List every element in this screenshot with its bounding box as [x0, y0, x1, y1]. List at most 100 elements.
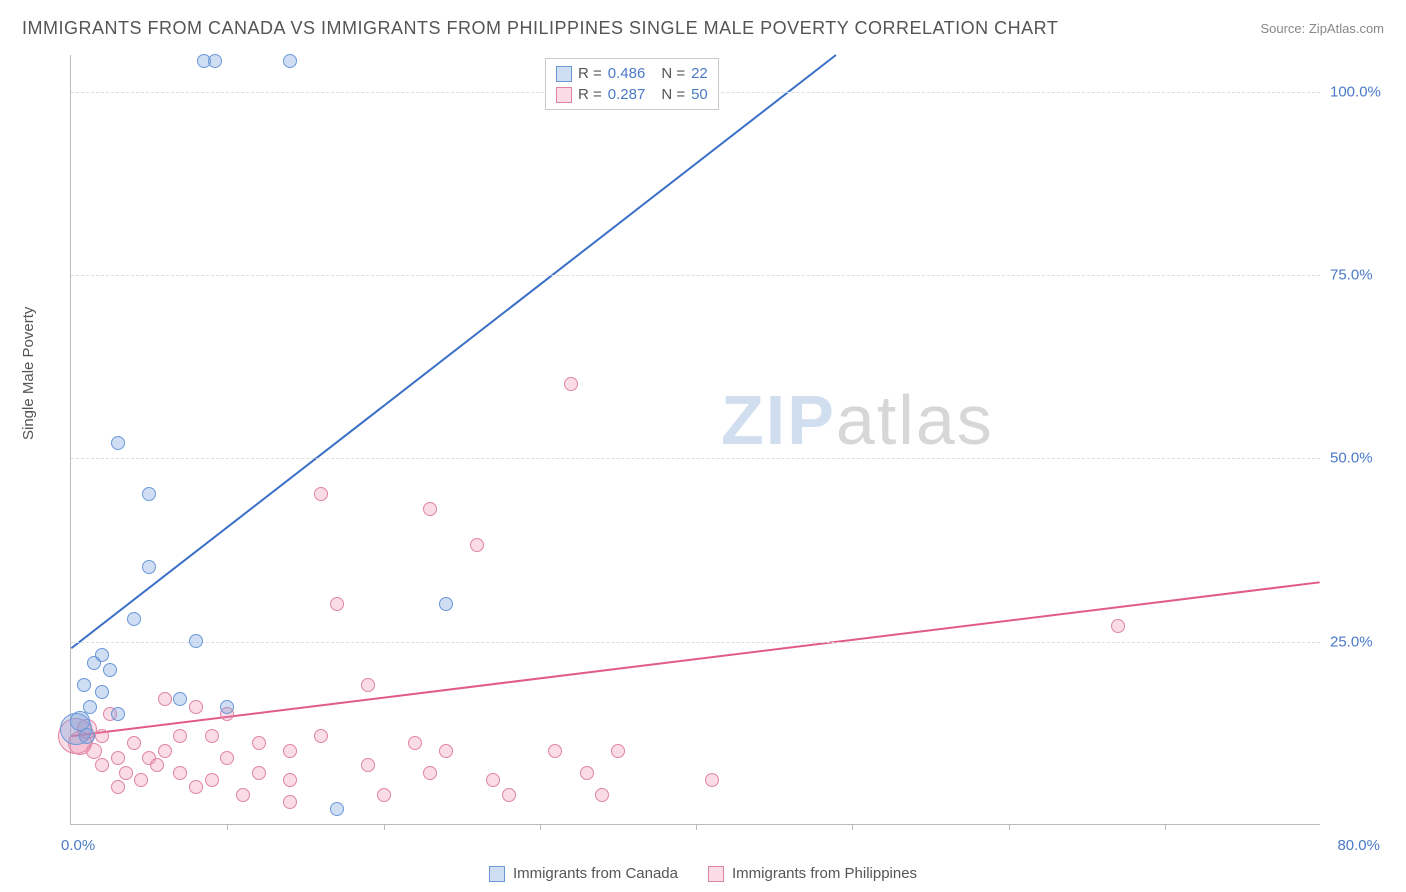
x-tick-mark [1165, 824, 1166, 830]
scatter-point-philippines [361, 758, 375, 772]
scatter-point-philippines [423, 766, 437, 780]
legend-n-philippines: 50 [691, 86, 708, 103]
scatter-point-philippines [595, 788, 609, 802]
scatter-point-canada [111, 436, 125, 450]
scatter-point-philippines [408, 736, 422, 750]
gridline [71, 275, 1320, 276]
scatter-point-philippines [252, 736, 266, 750]
x-tick-mark [1009, 824, 1010, 830]
plot-area: ZIPatlas 0.0% 80.0% 25.0%50.0%75.0%100.0… [70, 55, 1320, 825]
scatter-point-philippines [158, 744, 172, 758]
scatter-point-philippines [470, 538, 484, 552]
scatter-point-canada [111, 707, 125, 721]
legend-swatch-philippines [708, 866, 724, 882]
scatter-point-philippines [705, 773, 719, 787]
scatter-point-philippines [252, 766, 266, 780]
scatter-point-philippines [486, 773, 500, 787]
scatter-point-canada [77, 678, 91, 692]
scatter-point-philippines [611, 744, 625, 758]
x-tick-mark [540, 824, 541, 830]
x-tick-mark [227, 824, 228, 830]
x-tick-mark [852, 824, 853, 830]
legend-row-philippines: R = 0.287 N = 50 [556, 84, 708, 105]
scatter-point-canada [439, 597, 453, 611]
scatter-point-philippines [1111, 619, 1125, 633]
legend-r-label: R = [578, 65, 602, 82]
scatter-point-philippines [423, 502, 437, 516]
scatter-point-philippines [314, 729, 328, 743]
scatter-point-philippines [314, 487, 328, 501]
legend-item-canada: Immigrants from Canada [489, 865, 678, 882]
scatter-point-philippines [361, 678, 375, 692]
scatter-point-philippines [439, 744, 453, 758]
y-tick-label: 25.0% [1330, 633, 1390, 650]
scatter-point-philippines [127, 736, 141, 750]
scatter-point-canada [330, 802, 344, 816]
scatter-point-philippines [86, 743, 102, 759]
legend-series: Immigrants from Canada Immigrants from P… [0, 865, 1406, 882]
scatter-point-canada [103, 663, 117, 677]
scatter-point-canada [208, 54, 222, 68]
scatter-point-philippines [205, 729, 219, 743]
scatter-point-philippines [283, 773, 297, 787]
legend-n-canada: 22 [691, 65, 708, 82]
scatter-point-philippines [173, 766, 187, 780]
gridline [71, 458, 1320, 459]
legend-n-label: N = [661, 65, 685, 82]
scatter-point-philippines [220, 751, 234, 765]
scatter-point-philippines [134, 773, 148, 787]
legend-label-philippines: Immigrants from Philippines [732, 865, 917, 882]
scatter-point-philippines [158, 692, 172, 706]
scatter-point-canada [83, 700, 97, 714]
scatter-point-canada [79, 728, 95, 744]
scatter-point-canada [142, 560, 156, 574]
scatter-point-philippines [548, 744, 562, 758]
chart-title: IMMIGRANTS FROM CANADA VS IMMIGRANTS FRO… [22, 18, 1058, 39]
scatter-point-canada [283, 54, 297, 68]
x-tick-min: 0.0% [61, 837, 95, 854]
y-tick-label: 100.0% [1330, 83, 1390, 100]
legend-item-philippines: Immigrants from Philippines [708, 865, 917, 882]
y-tick-label: 50.0% [1330, 450, 1390, 467]
scatter-point-canada [142, 487, 156, 501]
x-tick-max: 80.0% [1337, 837, 1380, 854]
scatter-point-philippines [119, 766, 133, 780]
source-label: Source: ZipAtlas.com [1260, 21, 1384, 36]
scatter-point-canada [127, 612, 141, 626]
scatter-point-philippines [377, 788, 391, 802]
scatter-point-philippines [95, 758, 109, 772]
scatter-point-philippines [111, 780, 125, 794]
legend-r-canada: 0.486 [608, 65, 646, 82]
trend-lines [71, 55, 1320, 824]
legend-swatch-philippines [556, 87, 572, 103]
scatter-point-philippines [205, 773, 219, 787]
trend-line-philippines [71, 582, 1319, 736]
y-tick-label: 75.0% [1330, 267, 1390, 284]
trend-line-canada [71, 55, 836, 648]
scatter-point-canada [189, 634, 203, 648]
scatter-point-philippines [580, 766, 594, 780]
scatter-point-philippines [189, 700, 203, 714]
scatter-point-canada [173, 692, 187, 706]
legend-swatch-canada [489, 866, 505, 882]
legend-n-label: N = [661, 86, 685, 103]
scatter-point-philippines [111, 751, 125, 765]
scatter-point-philippines [502, 788, 516, 802]
x-tick-mark [384, 824, 385, 830]
legend-swatch-canada [556, 66, 572, 82]
scatter-point-philippines [95, 729, 109, 743]
scatter-point-philippines [564, 377, 578, 391]
scatter-point-philippines [150, 758, 164, 772]
scatter-point-philippines [330, 597, 344, 611]
scatter-point-philippines [283, 744, 297, 758]
scatter-point-canada [95, 648, 109, 662]
legend-r-philippines: 0.287 [608, 86, 646, 103]
scatter-point-canada [95, 685, 109, 699]
scatter-point-philippines [283, 795, 297, 809]
y-axis-label: Single Male Poverty [20, 307, 37, 440]
scatter-point-canada [220, 700, 234, 714]
legend-row-canada: R = 0.486 N = 22 [556, 63, 708, 84]
legend-label-canada: Immigrants from Canada [513, 865, 678, 882]
legend-r-label: R = [578, 86, 602, 103]
x-tick-mark [696, 824, 697, 830]
